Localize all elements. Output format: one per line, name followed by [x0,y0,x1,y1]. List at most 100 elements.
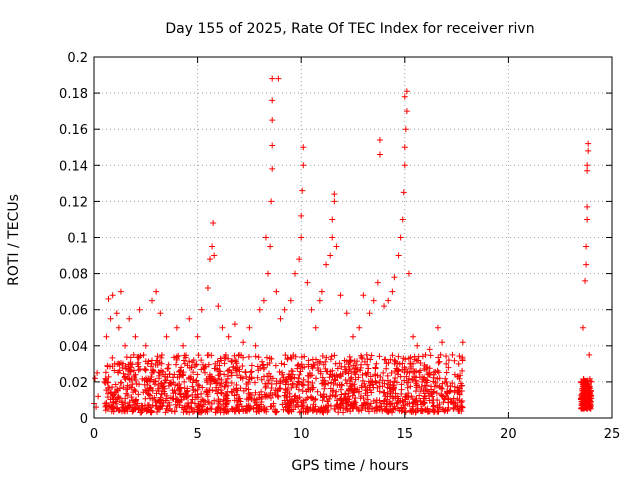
data-point [282,400,289,407]
data-point [319,352,326,359]
data-point [111,391,118,398]
data-point [228,388,235,395]
data-point [268,355,275,362]
data-point [240,339,247,346]
data-point [389,352,396,359]
data-point [148,407,155,414]
data-point [439,385,446,392]
data-point [251,379,258,386]
data-point [398,404,405,411]
data-point [327,368,334,375]
data-point [243,373,250,380]
data-point [391,378,398,385]
data-point [359,377,366,384]
data-point [170,390,177,397]
data-point [313,375,320,382]
data-point [426,365,433,372]
data-point [132,397,139,404]
data-point [230,406,237,413]
x-tick-label: 10 [293,427,310,442]
data-point [410,407,417,414]
data-point [397,373,404,380]
data-point [342,397,349,404]
data-point [118,399,125,406]
data-point [343,380,350,387]
data-point [395,353,402,360]
data-point [281,361,288,368]
data-point [240,354,247,361]
data-point [578,396,585,403]
data-point [189,408,196,415]
data-point [432,379,439,386]
data-point [583,261,590,268]
data-point [387,356,394,363]
data-point [229,389,236,396]
data-point [221,371,228,378]
data-point [426,346,433,353]
data-point [410,400,417,407]
data-point [585,384,592,391]
data-point [115,324,122,331]
data-point [357,352,364,359]
data-point [443,360,450,367]
data-point [401,398,408,405]
data-point [584,162,591,169]
data-point [192,363,199,370]
data-point [291,393,298,400]
data-point [354,405,361,412]
data-point [178,396,185,403]
data-point [203,387,210,394]
data-point [273,288,280,295]
data-point [149,387,156,394]
data-point [136,306,143,313]
data-point [417,388,424,395]
data-point [126,383,133,390]
data-point [323,354,330,361]
data-point [347,357,354,364]
ticks-layer: 0 0.02 0.04 0.06 0.08 0.1 0.12 0.14 0.16 0.18 0.2 0… [59,51,620,442]
data-point [211,365,218,372]
data-point [324,408,331,415]
data-point [217,355,224,362]
data-point [437,351,444,358]
data-point [422,406,429,413]
y-tick-label: 0.14 [59,159,88,174]
data-point [135,359,142,366]
data-point [282,352,289,359]
data-point [332,360,339,367]
data-point [126,375,133,382]
data-point [579,387,586,394]
data-point [173,361,180,368]
data-point [122,365,129,372]
data-point [406,369,413,376]
data-point [362,383,369,390]
data-point [225,355,232,362]
data-point [577,378,584,385]
data-point [122,376,129,383]
data-point [109,292,116,299]
data-point [385,359,392,366]
data-point [332,377,339,384]
data-point [349,382,356,389]
data-point [231,352,238,359]
data-point [376,388,383,395]
data-point [236,368,243,375]
data-point [395,368,402,375]
data-point [430,388,437,395]
data-point [298,361,305,368]
data-point [363,351,370,358]
data-point [329,216,336,223]
data-point [140,389,147,396]
data-point [327,356,334,363]
data-point [221,353,228,360]
data-point [350,333,356,340]
data-point [120,370,127,377]
data-point [279,401,286,408]
data-point [444,382,451,389]
data-point [422,351,429,358]
data-point [237,398,244,405]
data-point [115,393,122,400]
data-point [189,392,196,399]
data-point [449,380,456,387]
